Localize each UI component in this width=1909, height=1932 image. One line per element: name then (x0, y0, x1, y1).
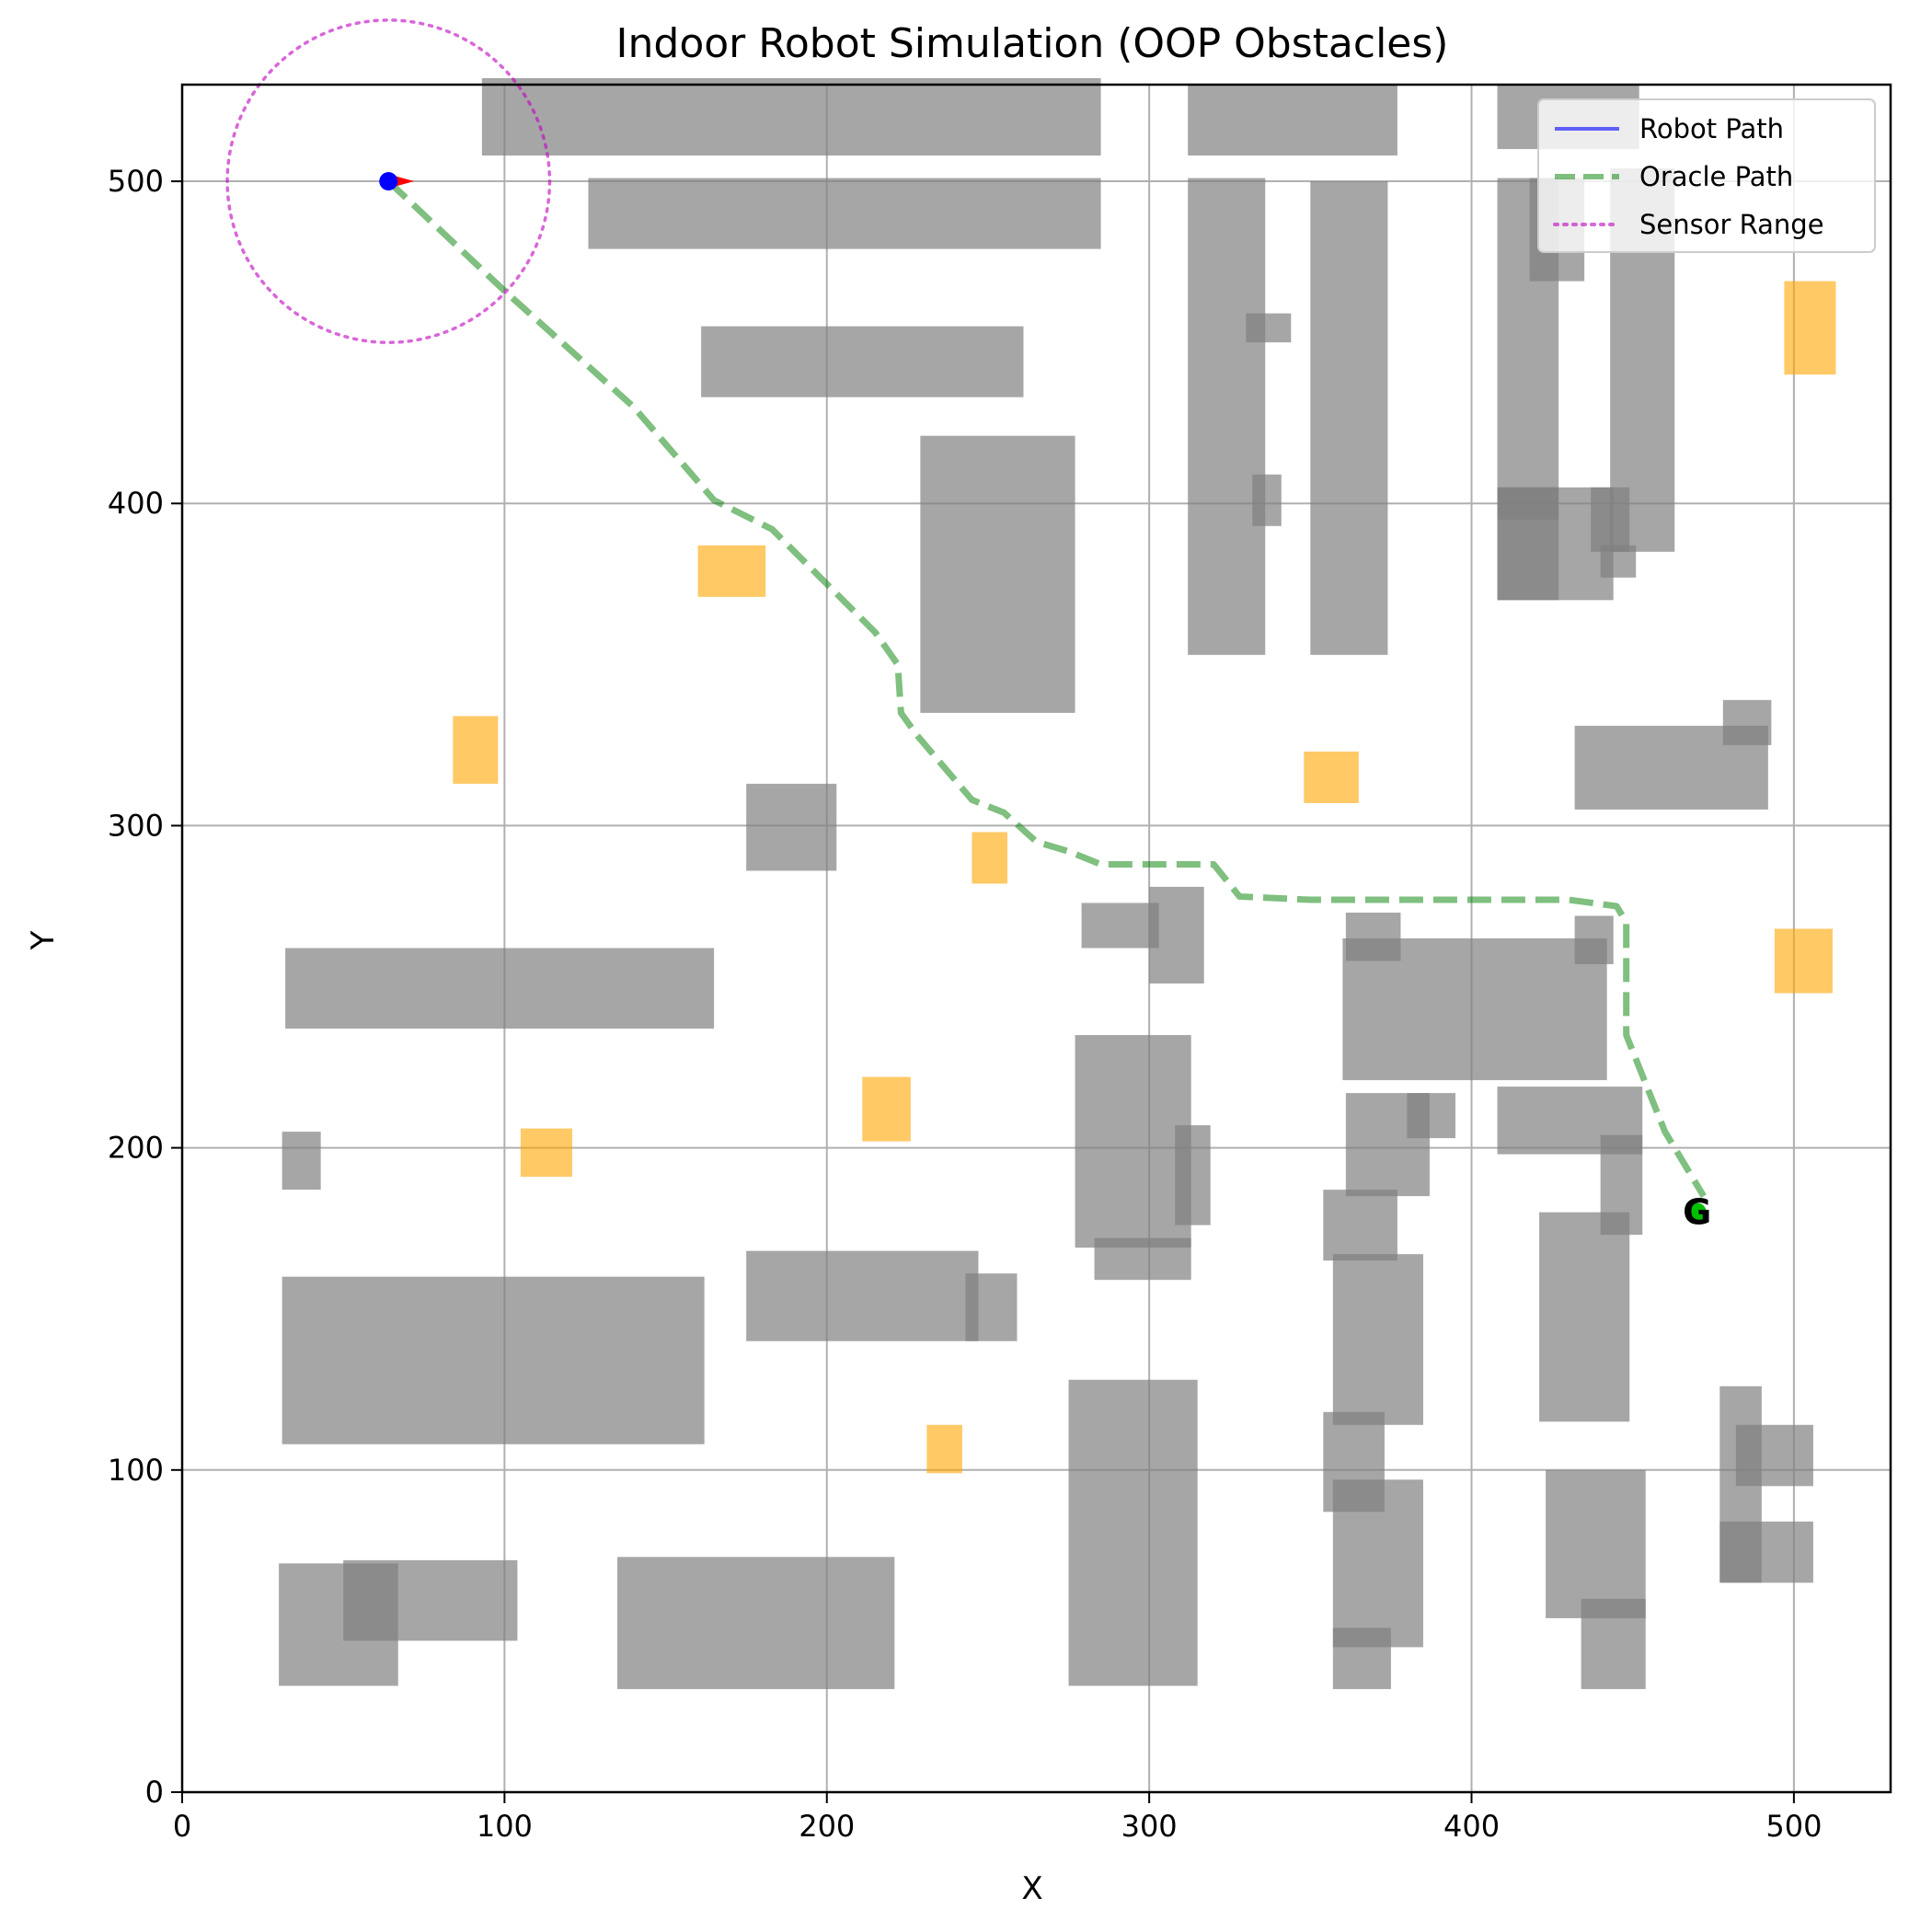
axes-frame (180, 83, 1892, 1794)
static-obstacle (481, 77, 1101, 156)
static-obstacle (282, 1276, 705, 1444)
static-obstacle (1591, 487, 1630, 552)
static-obstacle (1081, 903, 1159, 949)
dynamic-obstacle (926, 1424, 962, 1474)
static-obstacle (1068, 1379, 1198, 1686)
x-tick-label: 400 (1443, 1809, 1500, 1844)
legend-label: Sensor Range (1639, 209, 1824, 240)
static-obstacle (1094, 1237, 1191, 1281)
x-tick-label: 0 (173, 1809, 191, 1844)
axis-ticks: 0 100 200 300 400 500 0 100 200 300 400 500 (108, 164, 1823, 1844)
static-obstacle (1722, 699, 1772, 745)
dynamic-obstacle (1784, 281, 1836, 375)
static-obstacle (1323, 1190, 1397, 1261)
legend: Robot Path Oracle Path Sensor Range (1537, 98, 1876, 253)
robot-marker (379, 172, 398, 191)
dynamic-obstacle (972, 832, 1007, 884)
static-obstacle (1246, 313, 1292, 343)
static-obstacle (1332, 1627, 1391, 1689)
oracle-path-line (385, 178, 1707, 1198)
dynamic-obstacle (862, 1076, 911, 1142)
static-obstacle (1149, 886, 1204, 984)
static-obstacle (285, 948, 715, 1029)
y-tick-label: 400 (108, 486, 164, 521)
legend-label: Oracle Path (1639, 161, 1793, 192)
dynamic-obstacle (697, 545, 766, 597)
static-obstacle (617, 1557, 895, 1689)
static-obstacle (1188, 178, 1266, 655)
y-tick-label: 200 (108, 1131, 164, 1166)
x-tick-label: 100 (477, 1809, 533, 1844)
y-tick-label: 100 (108, 1453, 164, 1488)
static-obstacle (1735, 1424, 1813, 1487)
sensor-range-circle (225, 18, 552, 344)
static-obstacle (1252, 474, 1282, 526)
static-obstacle (1574, 915, 1614, 965)
static-obstacle (1600, 545, 1637, 578)
static-obstacle (588, 178, 1101, 249)
y-tick-label: 300 (108, 808, 164, 843)
static-obstacle (1497, 487, 1559, 520)
static-obstacle (1075, 1035, 1191, 1248)
y-tick-label: 0 (145, 1775, 164, 1810)
y-tick-label: 500 (108, 164, 164, 199)
x-tick-label: 300 (1121, 1809, 1178, 1844)
static-obstacle (1342, 938, 1607, 1081)
x-tick-label: 200 (799, 1809, 855, 1844)
dynamic-obstacle (1304, 751, 1359, 803)
static-obstacle (1719, 1521, 1813, 1583)
static-obstacle (920, 435, 1075, 713)
chart-title: Indoor Robot Simulation (OOP Obstacles) (616, 20, 1449, 67)
x-tick-label: 500 (1765, 1809, 1822, 1844)
x-axis-label: X (1021, 1870, 1042, 1907)
static-obstacle (965, 1273, 1018, 1341)
static-obstacle (1581, 1598, 1646, 1689)
dynamic-obstacles (453, 281, 1836, 1474)
static-obstacle (1539, 1212, 1630, 1422)
static-obstacle (1310, 181, 1388, 655)
dynamic-obstacle (520, 1128, 572, 1178)
dynamic-obstacle (453, 716, 499, 784)
static-obstacle (746, 1250, 979, 1341)
y-axis-label: Y (25, 930, 62, 950)
dynamic-obstacle (1774, 928, 1833, 994)
static-obstacle (1407, 1093, 1455, 1139)
static-obstacle (1332, 1479, 1423, 1648)
robot-heading-arrow (394, 176, 415, 188)
static-obstacle (746, 783, 837, 871)
static-obstacle (1332, 1254, 1423, 1425)
static-obstacle (701, 326, 1024, 397)
legend-box (1537, 98, 1876, 253)
static-obstacles (279, 77, 1813, 1689)
static-obstacle (282, 1132, 321, 1190)
paths (225, 18, 1707, 1198)
static-obstacle (343, 1559, 518, 1641)
goal-marker (1687, 1202, 1707, 1222)
static-obstacle (1546, 1469, 1646, 1618)
markers: G (379, 172, 1711, 1233)
goal-label: G (1683, 1192, 1711, 1233)
legend-label: Robot Path (1639, 113, 1784, 144)
static-obstacle (1175, 1125, 1211, 1225)
static-obstacle (1188, 85, 1397, 156)
